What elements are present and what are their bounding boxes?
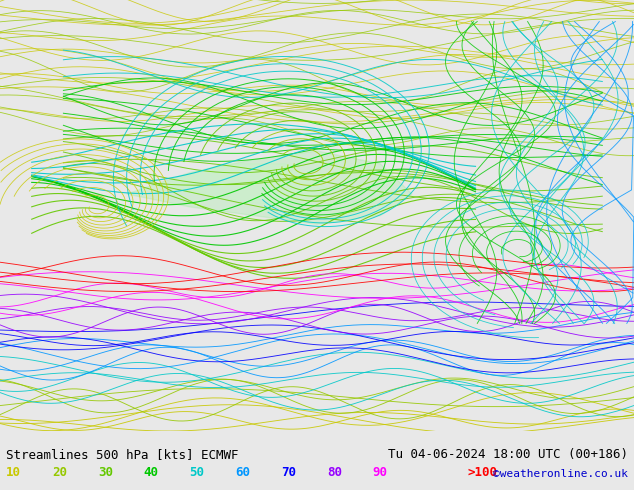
Text: 80: 80 <box>327 466 342 479</box>
Text: 20: 20 <box>52 466 67 479</box>
Text: 50: 50 <box>190 466 205 479</box>
Text: 30: 30 <box>98 466 113 479</box>
Text: >100: >100 <box>467 466 497 479</box>
Text: 60: 60 <box>235 466 250 479</box>
Text: ©weatheronline.co.uk: ©weatheronline.co.uk <box>493 469 628 479</box>
Text: 70: 70 <box>281 466 296 479</box>
Text: 40: 40 <box>144 466 158 479</box>
Polygon shape <box>127 151 412 224</box>
Text: 10: 10 <box>6 466 22 479</box>
Text: 90: 90 <box>373 466 388 479</box>
Text: Streamlines 500 hPa [kts] ECMWF: Streamlines 500 hPa [kts] ECMWF <box>6 448 239 461</box>
Text: Tu 04-06-2024 18:00 UTC (00+186): Tu 04-06-2024 18:00 UTC (00+186) <box>387 448 628 461</box>
Polygon shape <box>158 164 330 207</box>
